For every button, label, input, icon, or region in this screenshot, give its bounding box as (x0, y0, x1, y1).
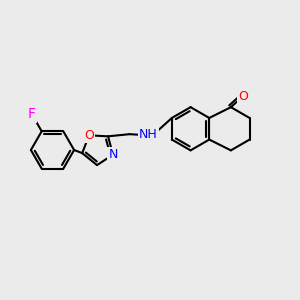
Text: F: F (28, 107, 36, 122)
Text: O: O (238, 90, 248, 103)
Text: NH: NH (139, 128, 158, 141)
Text: N: N (108, 148, 118, 161)
Text: O: O (84, 129, 94, 142)
